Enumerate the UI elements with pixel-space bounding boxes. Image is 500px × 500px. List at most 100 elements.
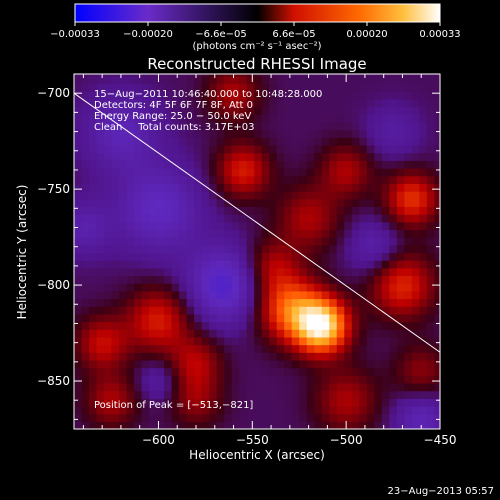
heatmap-cell bbox=[224, 129, 233, 138]
heatmap-cell bbox=[149, 244, 158, 254]
heatmap-cell bbox=[239, 145, 248, 154]
heatmap-cell bbox=[81, 221, 90, 231]
heatmap-cell bbox=[216, 313, 225, 323]
heatmap-cell bbox=[224, 260, 233, 269]
heatmap-cell bbox=[201, 252, 210, 261]
heatmap-cell bbox=[126, 267, 135, 277]
heatmap-cell bbox=[104, 283, 113, 292]
heatmap-cell bbox=[419, 168, 428, 177]
heatmap-cell bbox=[381, 306, 390, 315]
heatmap-cell bbox=[284, 352, 293, 361]
heatmap-cell bbox=[396, 114, 405, 123]
heatmap-cell bbox=[119, 175, 128, 184]
heatmap-cell bbox=[239, 275, 248, 284]
heatmap-cell bbox=[336, 91, 345, 100]
heatmap-cell bbox=[149, 283, 158, 292]
heatmap-cell bbox=[126, 74, 135, 77]
annotation-counts: Clean Total counts: 3.17E+03 bbox=[94, 122, 254, 133]
heatmap-cell bbox=[426, 260, 435, 269]
heatmap-cell bbox=[321, 375, 330, 384]
heatmap-cell bbox=[231, 152, 240, 161]
heatmap-cell bbox=[419, 321, 428, 330]
heatmap-cell bbox=[284, 75, 293, 85]
heatmap-cell bbox=[419, 260, 428, 269]
heatmap-cell bbox=[179, 260, 188, 269]
heatmap-cell bbox=[119, 191, 128, 200]
heatmap-cell bbox=[434, 168, 440, 177]
footer-date: 23−Aug−2013 05:57 bbox=[388, 486, 494, 497]
heatmap-cell bbox=[366, 344, 375, 353]
heatmap-cell bbox=[231, 252, 240, 261]
heatmap-cell bbox=[164, 152, 173, 161]
heatmap-cell bbox=[141, 421, 150, 429]
heatmap-cell bbox=[186, 152, 195, 161]
heatmap-cell bbox=[171, 129, 180, 138]
heatmap-cell bbox=[186, 344, 195, 353]
heatmap-cell bbox=[276, 352, 285, 361]
heatmap-cell bbox=[321, 405, 330, 415]
heatmap-cell bbox=[366, 221, 375, 231]
heatmap-cell bbox=[96, 321, 105, 330]
heatmap-cell bbox=[201, 267, 210, 277]
heatmap-cell bbox=[434, 152, 440, 161]
heatmap-cell bbox=[299, 252, 308, 261]
heatmap-cell bbox=[269, 191, 278, 200]
heatmap-cell bbox=[186, 106, 195, 115]
heatmap-cell bbox=[231, 375, 240, 384]
heatmap-cell bbox=[81, 421, 90, 429]
heatmap-cell bbox=[186, 252, 195, 261]
heatmap-cell bbox=[149, 214, 158, 223]
heatmap-cell bbox=[231, 206, 240, 215]
heatmap-cell bbox=[306, 168, 315, 177]
heatmap-cell bbox=[389, 267, 398, 277]
heatmap-cell bbox=[224, 91, 233, 100]
heatmap-cell bbox=[314, 183, 323, 192]
heatmap-cell bbox=[351, 206, 360, 215]
heatmap-cell bbox=[216, 405, 225, 415]
heatmap-cell bbox=[246, 83, 255, 92]
heatmap-cell bbox=[194, 382, 203, 392]
heatmap-cell bbox=[194, 367, 203, 376]
heatmap-cell bbox=[344, 344, 353, 353]
heatmap-cell bbox=[291, 260, 300, 269]
heatmap-cell bbox=[224, 275, 233, 284]
heatmap-cell bbox=[284, 267, 293, 277]
heatmap-cell bbox=[344, 129, 353, 138]
heatmap-cell bbox=[186, 129, 195, 138]
heatmap-cell bbox=[194, 98, 203, 108]
heatmap-cell bbox=[231, 83, 240, 92]
heatmap-cell bbox=[284, 191, 293, 200]
heatmap-cell bbox=[254, 74, 263, 77]
heatmap-cell bbox=[314, 206, 323, 215]
heatmap-cell bbox=[284, 198, 293, 208]
heatmap-cell bbox=[216, 237, 225, 246]
heatmap-cell bbox=[134, 275, 143, 284]
heatmap-cell bbox=[164, 168, 173, 177]
y-axis-label: Heliocentric Y (arcsec) bbox=[15, 185, 29, 320]
heatmap-cell bbox=[276, 160, 285, 169]
heatmap-cell bbox=[411, 237, 420, 246]
heatmap-cell bbox=[164, 214, 173, 223]
heatmap-cell bbox=[111, 75, 120, 85]
heatmap-cell bbox=[261, 214, 270, 223]
heatmap-cell bbox=[426, 321, 435, 330]
heatmap-cell bbox=[389, 375, 398, 384]
heatmap-cell bbox=[104, 121, 113, 131]
heatmap-cell bbox=[419, 206, 428, 215]
heatmap-cell bbox=[164, 275, 173, 284]
heatmap-cell bbox=[426, 413, 435, 422]
heatmap-cell bbox=[261, 298, 270, 307]
heatmap-cell bbox=[171, 121, 180, 131]
heatmap-cell bbox=[434, 237, 440, 246]
heatmap-cell bbox=[426, 382, 435, 392]
heatmap-cell bbox=[209, 237, 218, 246]
heatmap-cell bbox=[366, 306, 375, 315]
heatmap-cell bbox=[284, 306, 293, 315]
heatmap-cell bbox=[209, 152, 218, 161]
heatmap-cell bbox=[149, 260, 158, 269]
heatmap-cell bbox=[314, 214, 323, 223]
heatmap-cell bbox=[329, 145, 338, 154]
heatmap-cell bbox=[351, 275, 360, 284]
heatmap-cell bbox=[351, 367, 360, 376]
